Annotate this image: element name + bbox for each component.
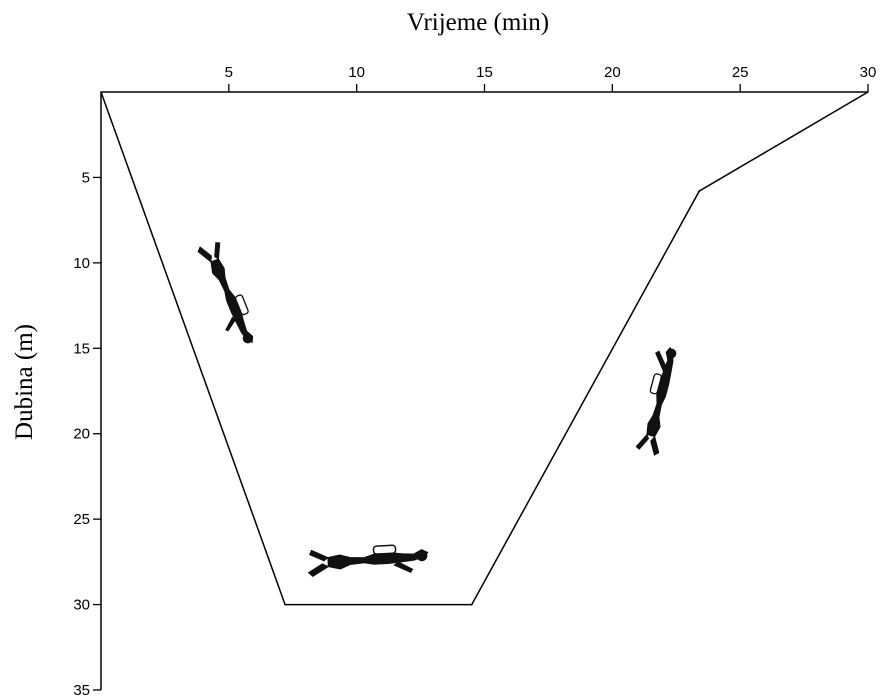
profile-point bbox=[470, 603, 473, 606]
x-tick-label: 25 bbox=[732, 64, 749, 81]
diver-ascending-icon bbox=[635, 346, 677, 456]
y-axis-ticks: 5 10 15 20 25 30 35 bbox=[73, 169, 101, 699]
profile-point bbox=[698, 190, 701, 192]
y-tick-label: 10 bbox=[73, 255, 90, 272]
y-axis-title: Dubina (m) bbox=[11, 324, 38, 440]
x-tick-label: 30 bbox=[860, 64, 877, 81]
profile-point bbox=[284, 603, 286, 606]
dive-profile-line bbox=[100, 91, 869, 606]
dive-profile-points bbox=[100, 91, 869, 606]
y-tick-label: 15 bbox=[73, 340, 90, 357]
y-tick-label: 25 bbox=[73, 511, 90, 528]
x-axis-title: Vrijeme (min) bbox=[407, 9, 549, 36]
diver-descending-icon bbox=[197, 242, 254, 344]
y-tick-label: 35 bbox=[73, 682, 90, 699]
profile-point bbox=[867, 91, 869, 93]
profile-point bbox=[100, 91, 102, 93]
x-tick-label: 20 bbox=[604, 64, 621, 81]
y-tick-label: 5 bbox=[82, 169, 90, 186]
y-tick-label: 30 bbox=[73, 597, 90, 614]
x-axis-ticks: 5 10 15 20 25 30 bbox=[225, 64, 877, 92]
x-tick-label: 5 bbox=[225, 64, 233, 81]
x-tick-label: 10 bbox=[348, 64, 365, 81]
x-tick-label: 15 bbox=[476, 64, 493, 81]
y-tick-label: 20 bbox=[73, 426, 90, 443]
diver-bottom-icon bbox=[307, 544, 429, 578]
